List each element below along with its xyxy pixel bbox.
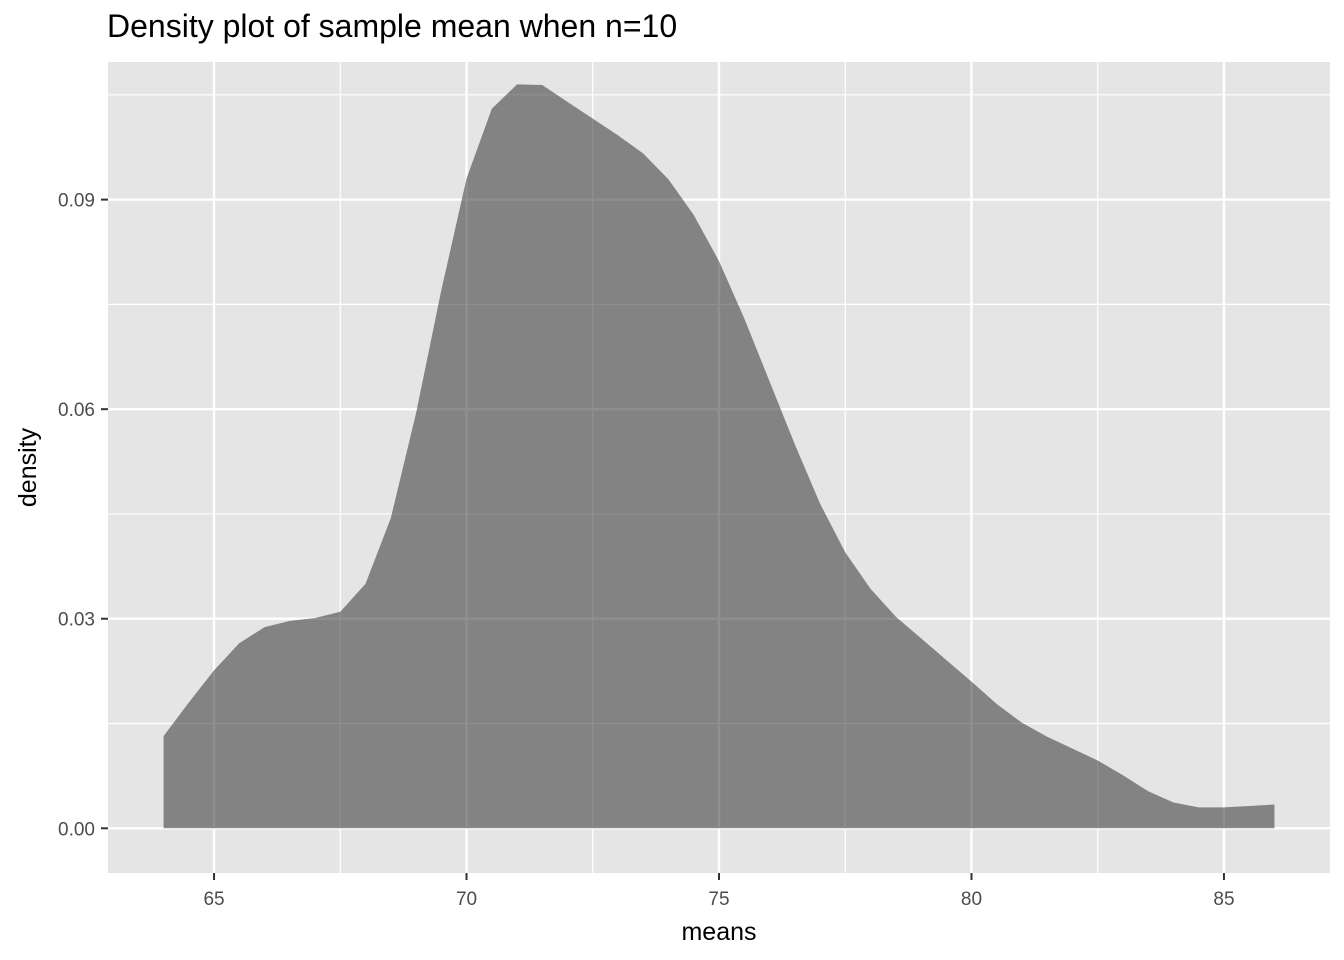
x-tick-label: 75: [708, 889, 729, 910]
y-axis-title: density: [14, 427, 42, 507]
y-tick-label: 0.00: [58, 819, 95, 840]
x-axis: 65 70 75 80 85: [203, 873, 1235, 910]
density-area: [163, 84, 1275, 829]
x-tick-label: 85: [1213, 889, 1234, 910]
y-axis: 0.00 0.03 0.06 0.09: [58, 191, 108, 840]
y-tick-label: 0.09: [58, 191, 95, 212]
x-axis-title: means: [681, 918, 756, 946]
y-tick-label: 0.03: [58, 610, 95, 631]
x-tick-label: 80: [961, 889, 982, 910]
x-tick-label: 65: [203, 889, 224, 910]
chart-title: Density plot of sample mean when n=10: [107, 8, 678, 44]
x-tick-label: 70: [456, 889, 477, 910]
y-tick-label: 0.06: [58, 400, 95, 421]
